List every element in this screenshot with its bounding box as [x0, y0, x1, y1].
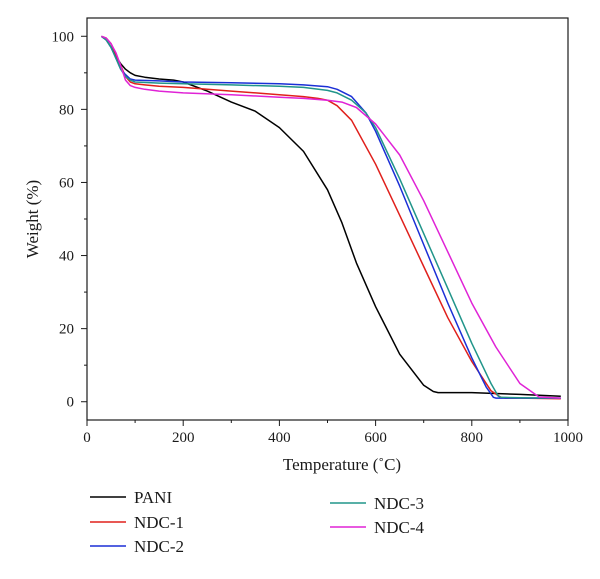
legend-label-ndc-4: NDC-4	[374, 518, 425, 537]
y-tick-label: 40	[59, 249, 74, 265]
x-tick-label: 400	[268, 430, 291, 446]
x-tick-label: 1000	[553, 430, 583, 446]
y-tick-label: 80	[59, 102, 74, 118]
x-tick-label: 800	[461, 430, 484, 446]
y-tick-label: 0	[67, 395, 75, 411]
legend: PANI NDC-1 NDC-2 NDC-3 NDC-4	[90, 488, 425, 556]
series-line-pani	[100, 35, 561, 397]
y-tick-label: 60	[59, 175, 74, 191]
x-tick-label: 200	[172, 430, 195, 446]
x-tick-label: 0	[83, 430, 91, 446]
y-tick-label: 100	[52, 29, 75, 45]
axis-ticks: 0 200 400 600 800 1000 0 20 40 60 80 100	[52, 29, 584, 446]
legend-label-ndc-3: NDC-3	[374, 494, 424, 513]
x-tick-label: 600	[364, 430, 387, 446]
y-tick-label: 20	[59, 322, 74, 338]
x-axis-title: Temperature (˚C)	[283, 455, 401, 474]
y-axis-title: Weight (%)	[23, 180, 42, 258]
series-lines	[100, 35, 561, 400]
legend-label-pani: PANI	[134, 488, 172, 507]
legend-label-ndc-1: NDC-1	[134, 513, 184, 532]
series-line-ndc-3	[100, 35, 561, 399]
legend-label-ndc-2: NDC-2	[134, 537, 184, 556]
series-line-ndc-4	[101, 35, 561, 399]
